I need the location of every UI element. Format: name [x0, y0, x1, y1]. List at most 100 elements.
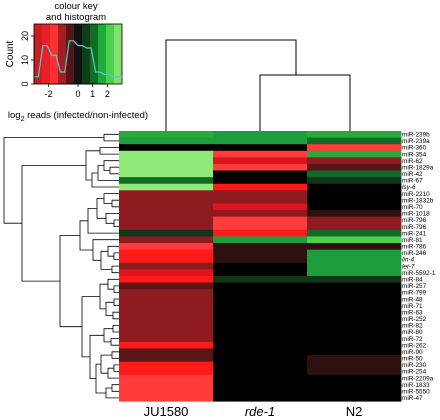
row-dendrogram-link	[112, 324, 119, 333]
heatmap-cell	[213, 216, 308, 224]
row-dendrogram-link	[103, 133, 119, 142]
row-label: miR-67	[402, 178, 423, 185]
heatmap-cell	[307, 308, 402, 316]
row-label: miR-2210	[402, 191, 430, 198]
row-label: miR-252	[402, 316, 427, 323]
row-label: miR-246	[402, 250, 427, 257]
colour-key-bin	[82, 24, 91, 84]
colour-key-bin	[106, 24, 115, 84]
column-dendrogram-root-link	[165, 39, 297, 131]
heatmap-cell	[119, 381, 214, 389]
colour-key-x-tick-label: 0	[75, 89, 80, 99]
row-dendrogram-link	[107, 245, 119, 257]
colour-key-bin	[66, 24, 75, 84]
row-label: miR-90	[402, 349, 423, 356]
row-dendrogram-link	[105, 387, 119, 399]
row-label: miR-796	[402, 224, 427, 231]
colour-key-title-line2: and histogram	[46, 12, 106, 23]
heatmap-cell	[119, 308, 214, 316]
row-dendrogram-link	[3, 137, 104, 224]
row-dendrogram	[3, 133, 119, 399]
column-dendrogram-child-link	[259, 74, 351, 131]
heatmap-cell	[307, 216, 402, 224]
row-dendrogram-link	[113, 298, 119, 307]
row-label: miR-47	[402, 395, 423, 402]
row-dendrogram-link	[100, 250, 112, 270]
colour-key-xlabel: log2 reads (infected/non-infected)	[8, 110, 148, 123]
row-dendrogram-link	[99, 147, 119, 155]
heatmap-cell	[307, 256, 402, 264]
heatmap-cell	[119, 302, 214, 310]
heatmap-cell	[307, 355, 402, 363]
heatmap-cell	[119, 335, 214, 343]
heatmap-cell	[307, 262, 402, 270]
heatmap-cell	[119, 190, 214, 198]
row-dendrogram-link	[100, 354, 112, 374]
colour-key-ylabel: Count	[5, 40, 16, 67]
heatmap-cell	[307, 190, 402, 198]
heatmap-cell	[307, 170, 402, 178]
heatmap-cell	[307, 335, 402, 343]
colour-key-y-axis: 0 10 20	[20, 31, 35, 87]
row-label: miR-230	[402, 362, 427, 369]
row-label: miR-796	[402, 217, 427, 224]
colour-key-bin	[98, 24, 107, 84]
row-dendrogram-link	[92, 239, 119, 261]
heatmap-cell	[213, 170, 308, 178]
column-labels: JU1580 rde-1 N2	[144, 404, 363, 419]
heatmap-cell	[307, 275, 402, 283]
colour-key-title-line1: colour key	[54, 1, 98, 12]
row-dendrogram-link	[79, 220, 93, 251]
heatmap-cell	[307, 183, 402, 191]
heatmap-cell	[307, 157, 402, 165]
heatmap-cell	[307, 243, 402, 251]
row-dendrogram-link	[111, 351, 119, 359]
heatmap-cell	[307, 137, 402, 145]
heatmap-cell	[119, 262, 214, 270]
heatmap-cell	[119, 243, 214, 251]
heatmap-cell	[119, 388, 214, 395]
row-label: miR-5550	[402, 389, 430, 396]
heatmap-cell	[307, 223, 402, 231]
heatmap-cell	[307, 381, 402, 389]
row-dendrogram-link	[107, 278, 119, 290]
row-label: miR-257	[402, 283, 427, 290]
heatmap-cell	[213, 269, 308, 277]
row-label: lsy-6	[402, 184, 416, 191]
heatmap-cell	[119, 322, 214, 330]
row-dendrogram-link	[111, 384, 119, 392]
row-label: miR-81	[402, 237, 423, 244]
heatmap-cell	[307, 150, 402, 158]
heatmap-cell	[307, 361, 402, 369]
heatmap-cell	[119, 361, 214, 369]
heatmap-cell	[213, 394, 308, 402]
heatmap-cell	[213, 315, 308, 323]
colour-key-xlabel-subscript: 2	[21, 116, 25, 123]
heatmap-cell	[119, 170, 214, 178]
row-dendrogram-link	[113, 364, 119, 372]
heatmap-cell	[213, 157, 308, 165]
heatmap-cell	[307, 374, 402, 382]
heatmap-cell	[213, 341, 308, 349]
heatmap-cell	[213, 196, 308, 204]
heatmap-cell	[119, 144, 214, 152]
heatmap-cell	[307, 295, 402, 303]
row-dendrogram-link	[81, 296, 100, 358]
colour-key-x-tick-label: 2	[105, 89, 110, 99]
row-dendrogram-link	[112, 311, 119, 320]
row-dendrogram-link	[97, 165, 119, 181]
heatmap-cell	[213, 144, 308, 152]
heatmap-cell	[213, 236, 308, 244]
row-label: miR-62	[402, 158, 423, 165]
row-dendrogram-link	[103, 160, 119, 171]
heatmap-cell	[119, 236, 214, 244]
heatmap-cell	[307, 348, 402, 356]
heatmap-cell	[119, 315, 214, 323]
heatmap-cell	[119, 269, 214, 277]
heatmap-cell	[213, 183, 308, 191]
heatmap-cell	[119, 348, 214, 356]
heatmap-cell	[213, 335, 308, 343]
row-label: miR-799	[402, 290, 427, 297]
heatmap-cell	[213, 308, 308, 316]
heatmap-cell	[213, 249, 308, 257]
